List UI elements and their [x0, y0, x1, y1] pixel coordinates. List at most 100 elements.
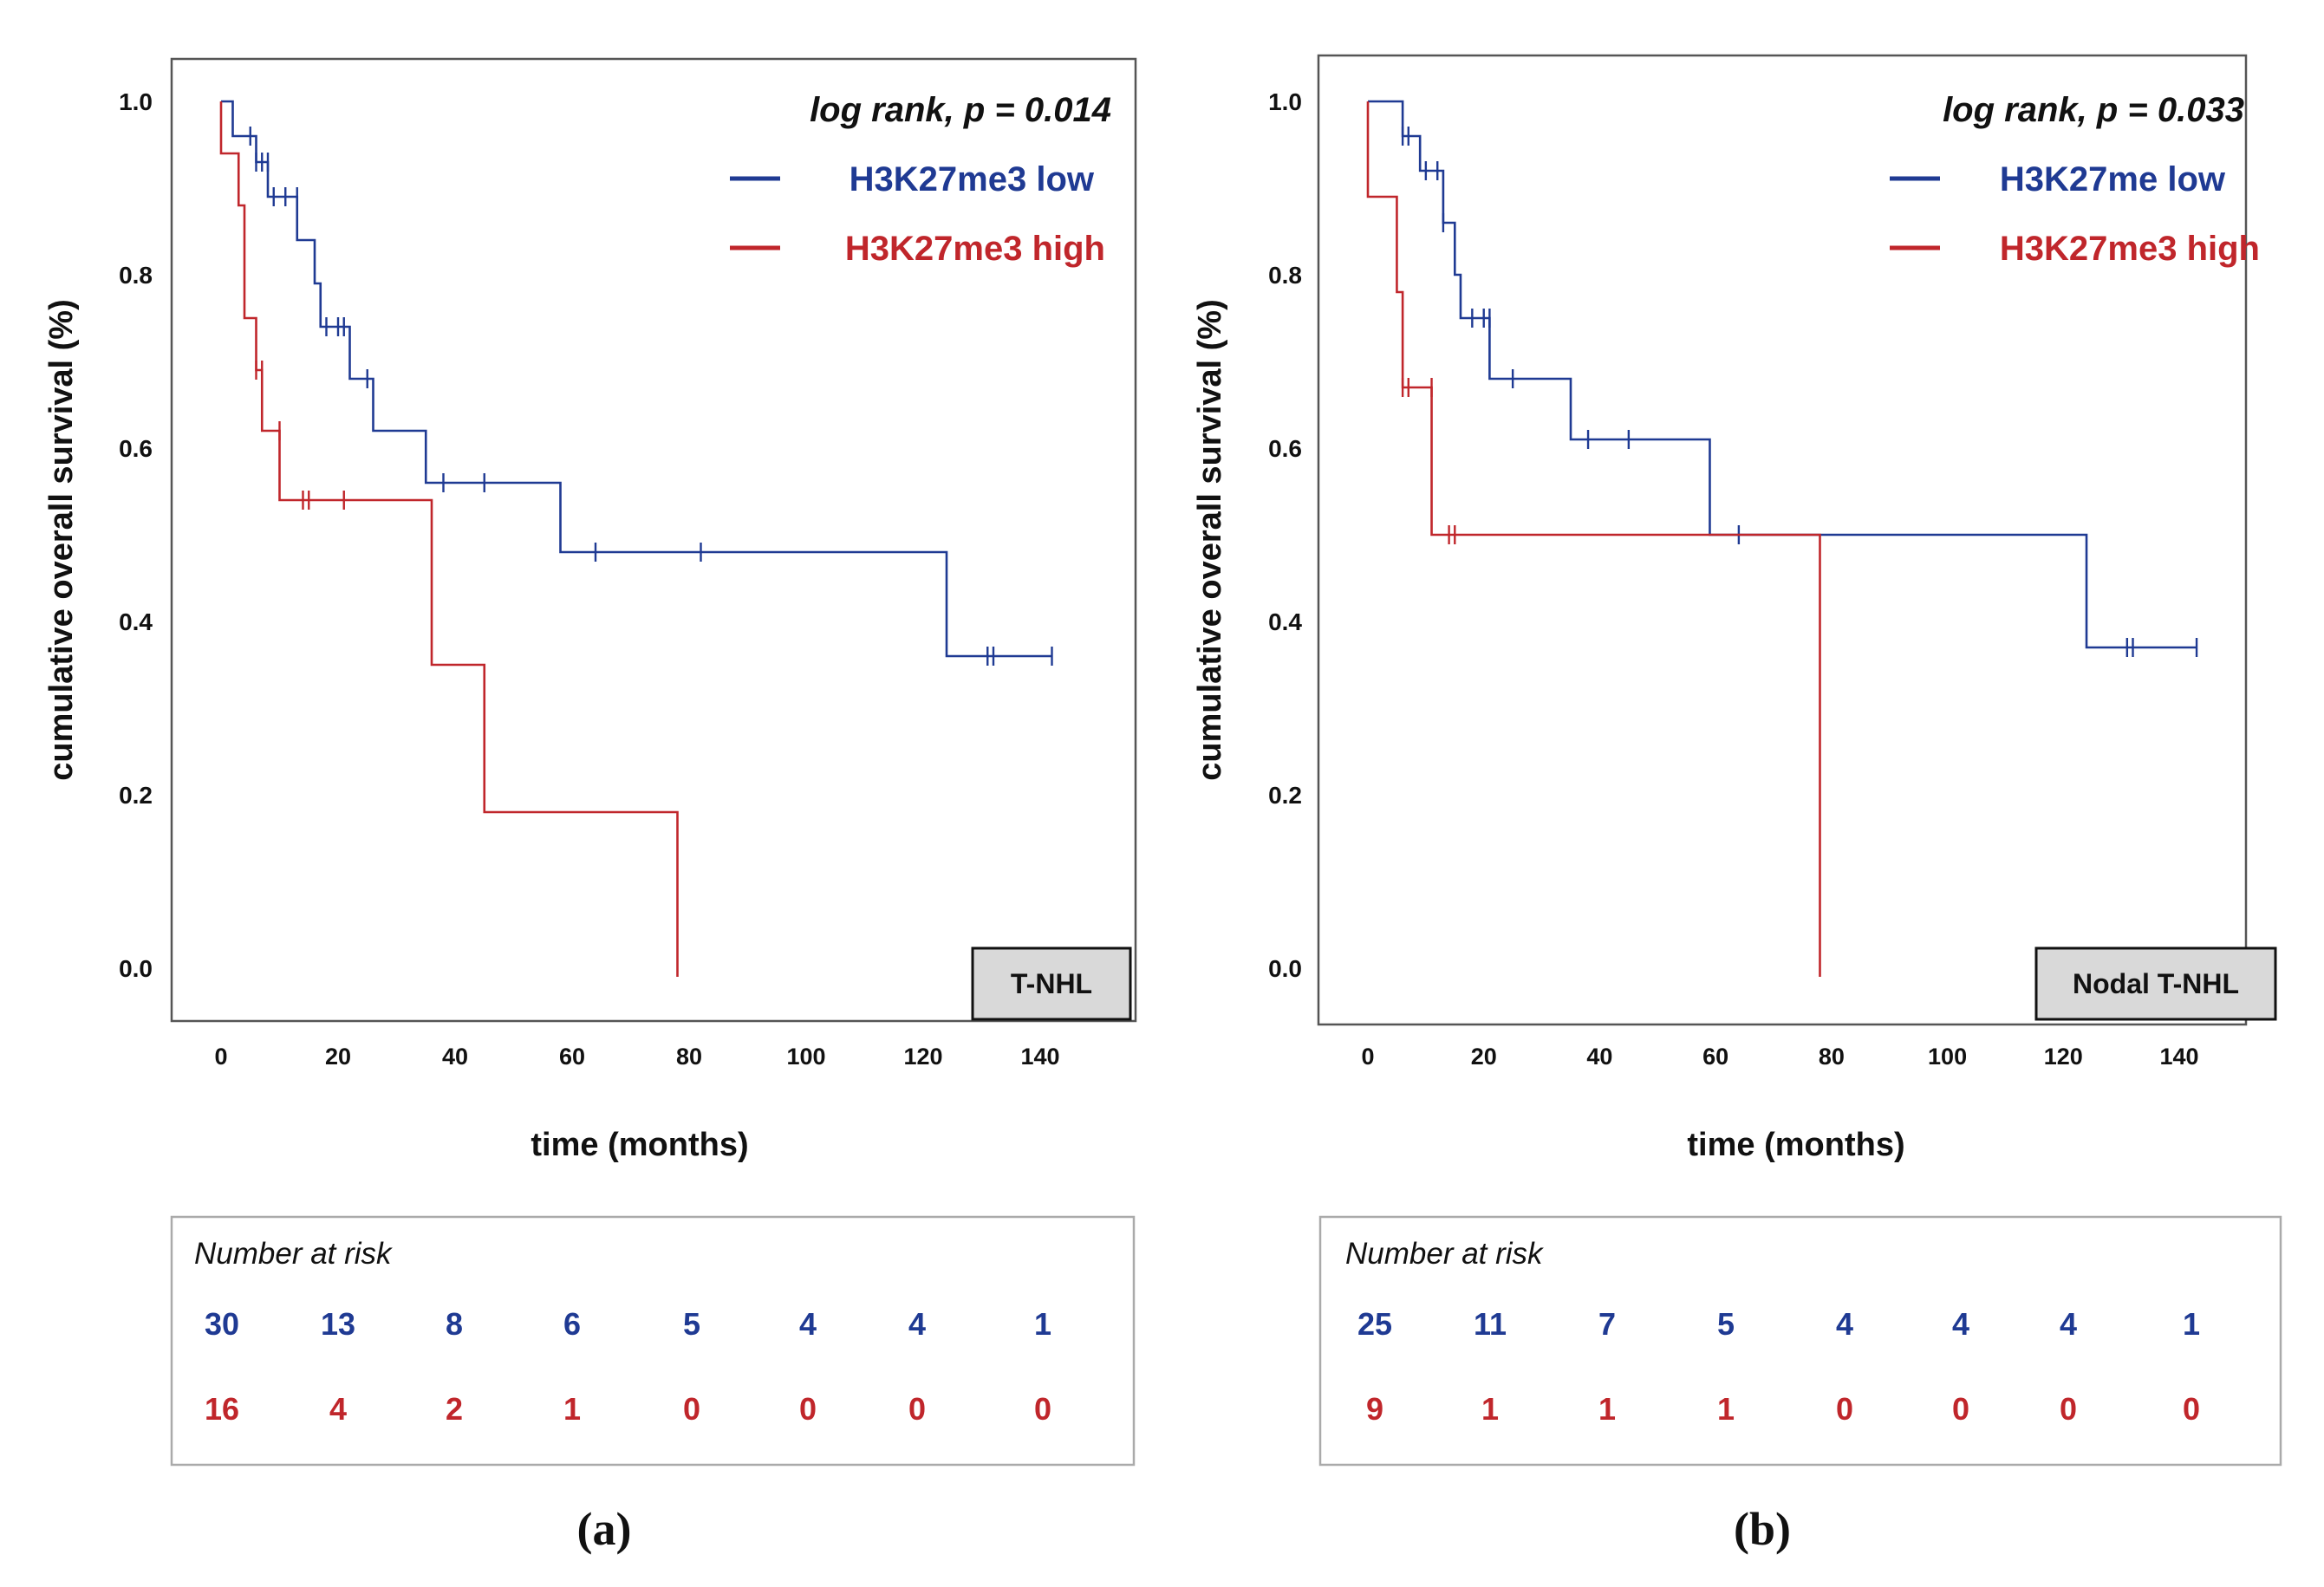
panel-label: (b) — [1734, 1503, 1791, 1555]
log-rank-stat: log rank, p = 0.014 — [810, 91, 1111, 129]
risk-count-high: 0 — [2183, 1391, 2200, 1427]
y-tick-label: 0.6 — [1268, 435, 1302, 462]
legend: H3K27me3 low H3K27me3 high — [730, 160, 1105, 268]
legend-label-high: H3K27me3 high — [2000, 230, 2260, 268]
risk-count-low: 30 — [205, 1306, 239, 1342]
y-ticks: 0.0 0.2 0.4 0.6 0.8 1.0 — [119, 88, 153, 982]
log-rank-stat: log rank, p = 0.033 — [1943, 91, 2244, 129]
x-tick-label: 100 — [1928, 1044, 1967, 1070]
plot-series — [1366, 100, 2198, 977]
y-tick-label: 0.8 — [1268, 262, 1302, 289]
risk-count-low: 25 — [1357, 1306, 1392, 1342]
subgroup-badge: Nodal T-NHL — [2034, 946, 2277, 1021]
y-axis-label: cumulative overall survival (%) — [1192, 299, 1228, 780]
risk-count-high: 1 — [1481, 1391, 1499, 1427]
risk-count-high: 0 — [1952, 1391, 1969, 1427]
risk-count-high: 16 — [205, 1391, 239, 1427]
risk-table: Number at risk 30 13 8 6 5 4 4 1 16 4 2 1 0 0 0 0 — [170, 1215, 1136, 1467]
x-tick-label: 80 — [1819, 1044, 1845, 1070]
x-tick-label: 60 — [1702, 1044, 1728, 1070]
x-tick-label: 120 — [2044, 1044, 2083, 1070]
risk-row-low: 25 11 7 5 4 4 4 1 — [1357, 1306, 2200, 1342]
risk-count-low: 4 — [908, 1306, 926, 1342]
km-curve-low — [1368, 100, 2197, 649]
risk-count-high: 0 — [2060, 1391, 2077, 1427]
x-tick-label: 20 — [1471, 1044, 1497, 1070]
risk-row-high: 16 4 2 1 0 0 0 0 — [205, 1391, 1051, 1427]
x-ticks: 0 20 40 60 80 100 120 140 — [214, 1044, 1059, 1070]
risk-count-high: 4 — [329, 1391, 347, 1427]
y-tick-label: 1.0 — [1268, 88, 1302, 115]
y-tick-label: 0.0 — [119, 955, 153, 982]
x-tick-label: 40 — [442, 1044, 468, 1070]
panel-label: (a) — [577, 1503, 632, 1555]
y-tick-label: 1.0 — [119, 88, 153, 115]
risk-count-high: 1 — [1598, 1391, 1616, 1427]
risk-count-high: 1 — [1717, 1391, 1735, 1427]
risk-row-high: 9 1 1 1 0 0 0 0 — [1366, 1391, 2200, 1427]
y-ticks: 0.0 0.2 0.4 0.6 0.8 1.0 — [1268, 88, 1302, 982]
legend: H3K27me low H3K27me3 high — [1890, 160, 2260, 268]
y-tick-label: 0.8 — [119, 262, 153, 289]
legend-label-high: H3K27me3 high — [845, 230, 1105, 268]
subgroup-badge: T-NHL — [971, 946, 1132, 1021]
x-tick-label: 140 — [2159, 1044, 2198, 1070]
risk-count-low: 7 — [1598, 1306, 1616, 1342]
risk-count-high: 0 — [908, 1391, 926, 1427]
x-tick-label: 40 — [1586, 1044, 1612, 1070]
risk-count-high: 2 — [446, 1391, 463, 1427]
x-tick-label: 80 — [676, 1044, 702, 1070]
risk-count-low: 8 — [446, 1306, 463, 1342]
legend-label-low: H3K27me3 low — [850, 160, 1095, 198]
x-tick-label: 140 — [1020, 1044, 1059, 1070]
plot-frame — [1317, 54, 2248, 1026]
risk-count-low: 4 — [799, 1306, 817, 1342]
risk-count-high: 0 — [1034, 1391, 1051, 1427]
risk-count-low: 5 — [1717, 1306, 1735, 1342]
subgroup-badge-label: Nodal T-NHL — [2073, 968, 2239, 999]
risk-table-header: Number at risk — [194, 1237, 393, 1271]
x-tick-label: 100 — [786, 1044, 825, 1070]
y-tick-label: 0.4 — [1268, 608, 1302, 635]
legend-label-low: H3K27me low — [2000, 160, 2226, 198]
risk-count-low: 6 — [563, 1306, 581, 1342]
x-tick-label: 0 — [1361, 1044, 1374, 1070]
risk-count-low: 5 — [683, 1306, 700, 1342]
km-curve-high — [219, 101, 679, 977]
y-tick-label: 0.6 — [119, 435, 153, 462]
plot-series — [219, 100, 1053, 977]
y-tick-label: 0.0 — [1268, 955, 1302, 982]
km-curve-high — [1366, 101, 1821, 977]
risk-count-low: 1 — [1034, 1306, 1051, 1342]
x-axis-label: time (months) — [531, 1127, 748, 1163]
risk-count-high: 0 — [799, 1391, 817, 1427]
x-tick-label: 0 — [214, 1044, 227, 1070]
y-tick-label: 0.2 — [119, 782, 153, 809]
risk-count-low: 1 — [2183, 1306, 2200, 1342]
y-tick-label: 0.4 — [119, 608, 153, 635]
risk-count-high: 1 — [563, 1391, 581, 1427]
y-axis-label: cumulative overall survival (%) — [43, 299, 80, 780]
risk-row-low: 30 13 8 6 5 4 4 1 — [205, 1306, 1051, 1342]
risk-count-low: 13 — [321, 1306, 355, 1342]
risk-count-low: 4 — [1836, 1306, 1853, 1342]
risk-count-low: 4 — [2060, 1306, 2077, 1342]
plot-frame — [170, 57, 1137, 1023]
x-tick-label: 20 — [325, 1044, 351, 1070]
chart-panel-b: 0.0 0.2 0.4 0.6 0.8 1.0 0 20 40 60 80 10… — [1192, 54, 2282, 1555]
subgroup-badge-label: T-NHL — [1011, 968, 1092, 999]
risk-count-low: 11 — [1474, 1306, 1507, 1342]
x-tick-label: 120 — [903, 1044, 942, 1070]
y-tick-label: 0.2 — [1268, 782, 1302, 809]
x-axis-label: time (months) — [1687, 1127, 1904, 1163]
chart-panel-a: 0.0 0.2 0.4 0.6 0.8 1.0 0 20 40 60 80 10… — [43, 57, 1137, 1555]
risk-count-high: 0 — [683, 1391, 700, 1427]
risk-count-low: 4 — [1952, 1306, 1969, 1342]
x-tick-label: 60 — [559, 1044, 585, 1070]
risk-count-high: 9 — [1366, 1391, 1383, 1427]
x-ticks: 0 20 40 60 80 100 120 140 — [1361, 1044, 2198, 1070]
risk-table-header: Number at risk — [1345, 1237, 1544, 1271]
risk-count-high: 0 — [1836, 1391, 1853, 1427]
